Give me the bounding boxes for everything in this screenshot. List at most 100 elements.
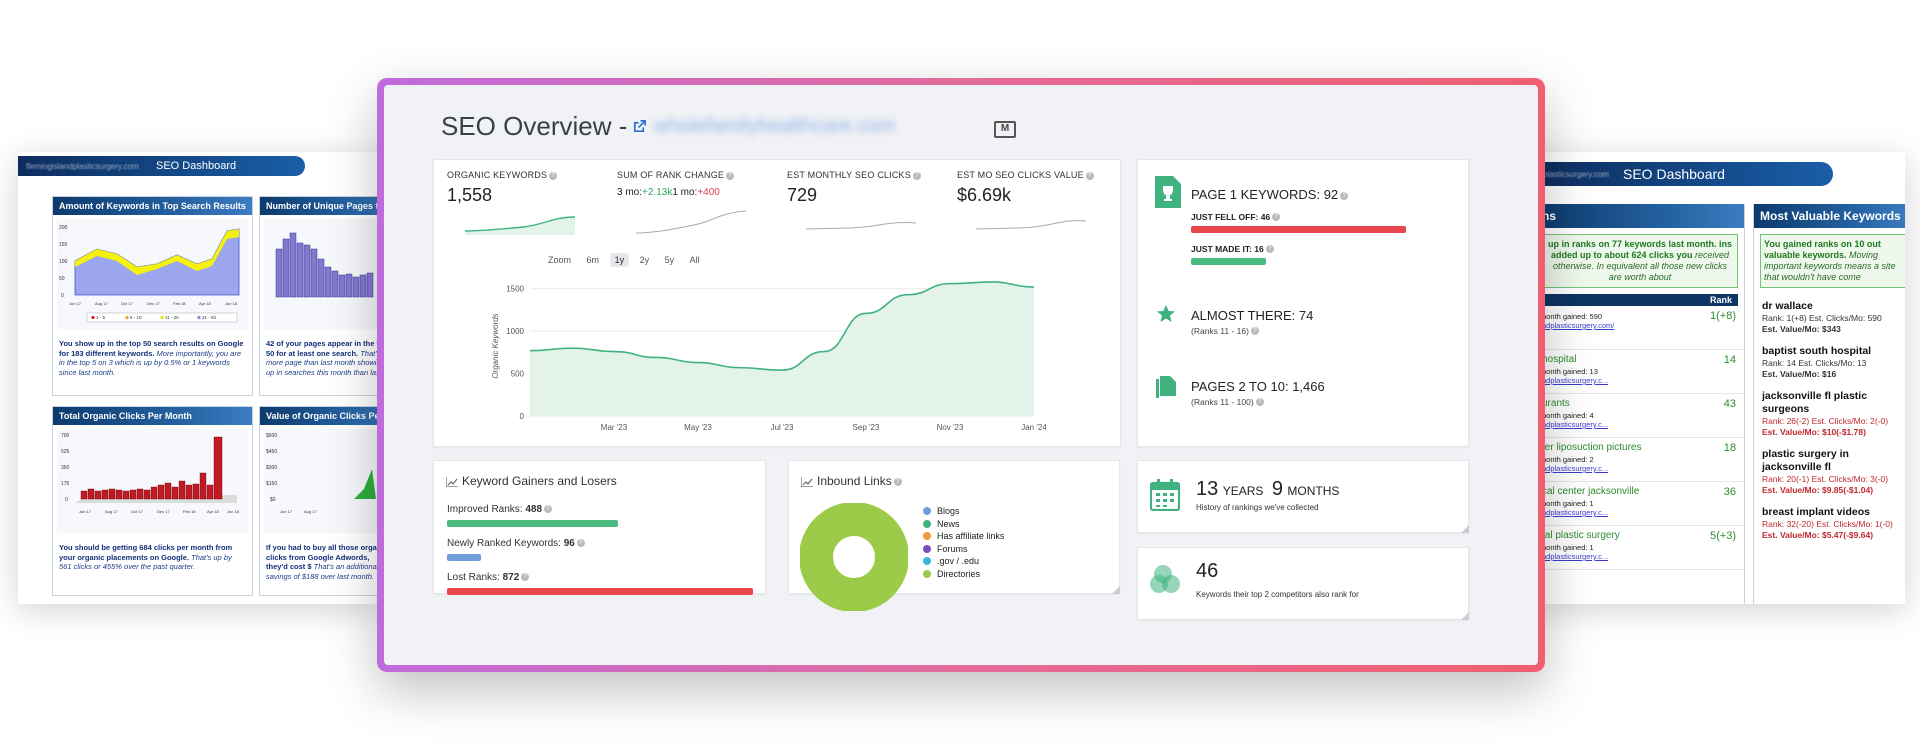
- x-tick-label: Jul '23: [771, 423, 794, 432]
- x-tick: Jun 17: [280, 509, 293, 514]
- keyword-link[interactable]: ndplasticsurgery.c...: [1542, 376, 1609, 385]
- lost-ranks-label: Lost Ranks: 872?: [447, 572, 530, 583]
- help-icon: ?: [549, 172, 558, 180]
- legend-affiliate[interactable]: Has affiliate links: [923, 530, 1004, 543]
- legend-directories[interactable]: Directories: [923, 568, 1004, 581]
- zoom-1y-button[interactable]: 1y: [609, 253, 630, 267]
- y-tick-label: 0: [520, 412, 525, 421]
- gain-row: hospital 14 nonth gained: 13 ndplasticsurg…: [1536, 350, 1744, 394]
- y-tick: $450: [266, 449, 277, 455]
- x-tick-label: May '23: [684, 423, 712, 432]
- legend-label: 1 - 5: [96, 315, 106, 320]
- keyword-link[interactable]: ndplasticsurgery.c...: [1542, 552, 1609, 561]
- series-line: [529, 281, 1035, 371]
- history-card: 13 YEARS 9 MONTHS History of rankings we…: [1137, 460, 1469, 533]
- valuable-item: jacksonville fl plastic surgeons Rank: 2…: [1762, 390, 1889, 437]
- y-tick: 0: [61, 293, 64, 299]
- help-icon: ?: [1255, 398, 1264, 406]
- click-value-svg: $600 $450 $300 $150 $0 Jun 17 Aug 17: [266, 433, 376, 514]
- unique-pages-chart: [264, 219, 378, 329]
- legend-label: 21 - 50: [202, 315, 217, 320]
- valuable-item: baptist south hospital Rank: 14 Est. Cli…: [1762, 345, 1872, 379]
- valuable-item: dr wallace Rank: 1(+8) Est. Clicks/Mo: 5…: [1762, 300, 1882, 334]
- metric-clicks-value: EST MO SEO CLICKS VALUE? $6.69k: [957, 170, 1107, 206]
- valuable-column: Most Valuable Keywords You gained ranks …: [1753, 204, 1905, 604]
- legend-dot: [923, 519, 931, 528]
- zoom-label: Zoom: [548, 255, 572, 265]
- legend-dot: [923, 569, 931, 578]
- gain-row: urants 43 nonth gained: 4 ndplasticsurgery…: [1536, 394, 1744, 438]
- zoom-2y-button[interactable]: 2y: [639, 255, 650, 265]
- competitors-value: 46: [1196, 560, 1219, 582]
- gain-row: tal plastic surgery 5(+3) nonth gained: 1…: [1536, 526, 1744, 570]
- improved-ranks-label: Improved Ranks: 488?: [447, 504, 553, 515]
- help-icon: ?: [912, 172, 921, 180]
- x-tick: Jun 18: [225, 301, 238, 306]
- gains-column: ns up in ranks on 77 keywords last month…: [1535, 204, 1745, 604]
- y-tick: 100: [59, 259, 68, 265]
- right-dashboard-title: SEO Dashboard: [1623, 166, 1725, 182]
- right-dashboard-card: plasticsurgery.com SEO Dashboard ns up i…: [1535, 152, 1905, 604]
- panel-note: You should be getting 684 clicks per mon…: [59, 543, 233, 571]
- panel-note: You show up in the top 50 search results…: [59, 339, 244, 377]
- zoom-5y-button[interactable]: 5y: [664, 255, 675, 265]
- page-rank-summary-card: PAGE 1 KEYWORDS: 92? JUST FELL OFF: 46? …: [1137, 159, 1469, 447]
- site-url-link[interactable]: wholefamilyhealthcare.com: [654, 115, 896, 137]
- zoom-6m-button[interactable]: 6m: [586, 255, 600, 265]
- gains-note: up in ranks on 77 keywords last month. i…: [1542, 234, 1738, 288]
- keyword-link[interactable]: ndplasticsurgery.c...: [1542, 464, 1609, 473]
- y-tick: 150: [59, 242, 68, 248]
- inbound-links-card: Inbound Links? Blogs News Has affiliate …: [788, 460, 1120, 611]
- organic-clicks-svg: 700 525 350 175 0 Jun 17: [61, 433, 240, 514]
- gain-row: ter liposuction pictures 18 nonth gained:…: [1536, 438, 1744, 482]
- help-icon: ?: [521, 573, 530, 581]
- legend-forums[interactable]: Forums: [923, 543, 1004, 556]
- x-tick-label: Mar '23: [601, 423, 628, 432]
- valuable-title: Most Valuable Keywords: [1754, 204, 1905, 228]
- organic-clicks-panel: Total Organic Clicks Per Month 700 525 3…: [52, 406, 253, 596]
- sparkline-clicks: [805, 222, 917, 230]
- y-tick: 175: [61, 481, 70, 487]
- help-icon: ?: [1340, 192, 1349, 200]
- right-dashboard-header: plasticsurgery.com SEO Dashboard: [1535, 162, 1833, 186]
- x-tick-label: Nov '23: [937, 423, 964, 432]
- keyword-link[interactable]: ndplasticsurgery.c...: [1542, 420, 1609, 429]
- x-tick: Jun 17: [79, 509, 92, 514]
- help-icon: ?: [576, 539, 585, 547]
- help-icon: ?: [726, 172, 735, 180]
- legend-label: 6 - 10: [130, 315, 142, 320]
- competitors-circles-icon: [1150, 565, 1180, 593]
- valuable-note: You gained ranks on 10 out valuable keyw…: [1760, 234, 1905, 288]
- area-11-20: [75, 229, 239, 275]
- rank-header: Rank: [1542, 294, 1738, 306]
- inbound-links-title: Inbound Links?: [817, 474, 902, 488]
- mail-icon[interactable]: M: [994, 121, 1016, 138]
- unique-pages-svg: [275, 232, 374, 298]
- legend-blogs[interactable]: Blogs: [923, 505, 1004, 518]
- trophy-document-icon: [1155, 176, 1181, 208]
- line-chart-icon: [801, 477, 813, 487]
- y-tick-label: 1500: [506, 285, 524, 294]
- seo-overview-window: SEO Overview - wholefamilyhealthcare.com…: [384, 85, 1538, 665]
- x-tick: Feb 18: [173, 301, 186, 306]
- x-tick: Jun 18: [227, 509, 240, 514]
- inbound-links-legend: Blogs News Has affiliate links Forums .g…: [923, 505, 1004, 580]
- x-tick: Oct 17: [131, 509, 144, 514]
- zoom-all-button[interactable]: All: [689, 255, 700, 265]
- just-fell-off-bar: [1191, 226, 1406, 233]
- page-title: SEO Overview -: [441, 111, 628, 141]
- x-tick-label: Sep '23: [853, 423, 880, 432]
- external-link-icon[interactable]: [632, 119, 647, 139]
- legend-news[interactable]: News: [923, 518, 1004, 531]
- y-tick: $0: [270, 497, 276, 503]
- panel-title: Amount of Keywords in Top Search Results: [53, 197, 252, 215]
- history-sub: History of rankings we've collected: [1196, 503, 1319, 512]
- keyword-link[interactable]: ndplasticsurgery.com/: [1542, 321, 1615, 330]
- keyword-link[interactable]: ndplasticsurgery.c...: [1542, 508, 1609, 517]
- help-icon: ?: [1272, 213, 1281, 221]
- sparkline-organic: [464, 216, 576, 235]
- left-dashboard-site: flemingislandplasticsurgery.com: [26, 162, 139, 171]
- x-tick-label: Jan '24: [1021, 423, 1046, 432]
- legend-gov-edu[interactable]: .gov / .edu: [923, 555, 1004, 568]
- help-icon: ?: [1265, 245, 1274, 253]
